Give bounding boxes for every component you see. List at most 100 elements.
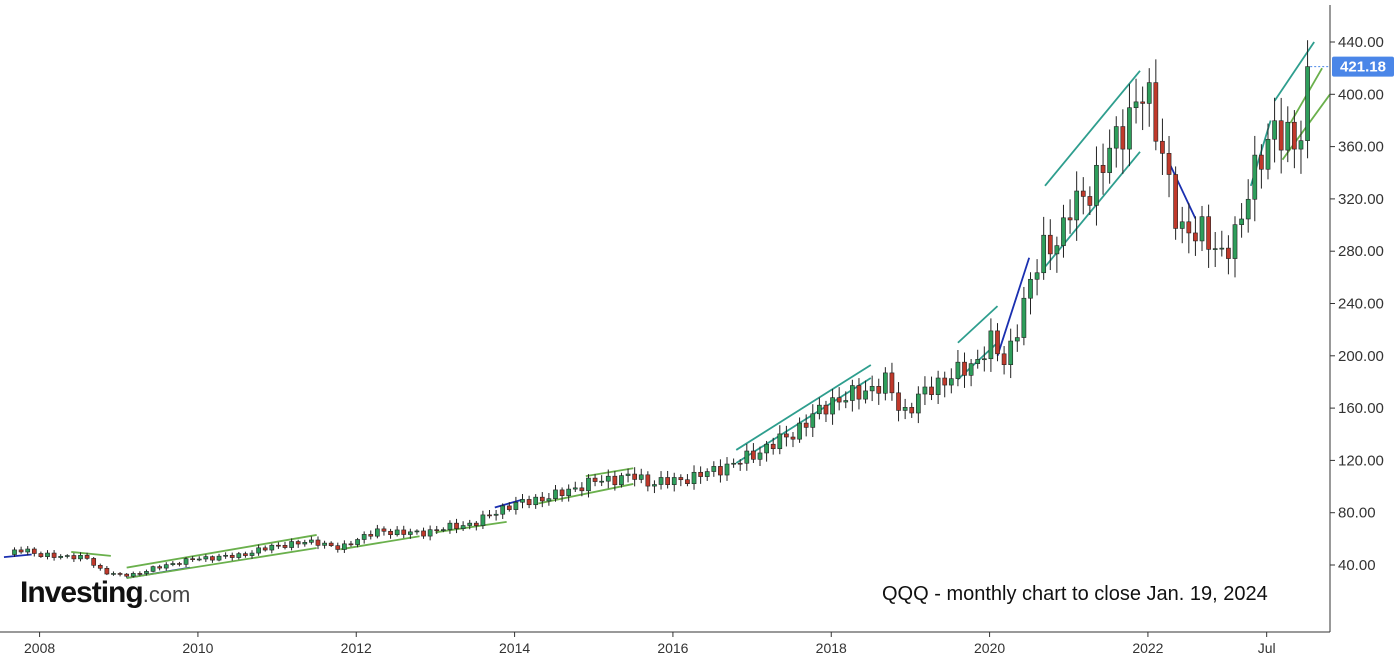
candle-body: [1259, 154, 1264, 170]
candle-body: [1054, 245, 1060, 255]
x-tick-label: 2014: [499, 640, 530, 656]
candle-body: [850, 385, 855, 401]
candle-body: [632, 473, 637, 480]
y-tick-label: 160.00: [1338, 400, 1384, 417]
candle-body: [1028, 278, 1033, 299]
trendline: [126, 534, 317, 569]
candle-body: [1292, 121, 1297, 150]
candle-body: [539, 496, 545, 502]
candle-body: [1199, 216, 1205, 242]
candle-body: [856, 385, 862, 400]
candle-body: [1232, 224, 1238, 259]
trendline: [538, 483, 634, 505]
last-price-tag: [1332, 56, 1394, 77]
y-tick-label: 400.00: [1338, 86, 1384, 103]
candle-body: [289, 541, 294, 548]
candle-body: [922, 386, 928, 395]
candle-body: [236, 553, 242, 558]
y-axis-labels: 40.00 80.00 120.00 160.00 200.00 240.00 280.00…: [1338, 34, 1384, 574]
candle-body: [731, 462, 736, 465]
candle-body: [533, 496, 539, 506]
trendline: [340, 535, 420, 551]
x-tick-label: 2016: [657, 640, 688, 656]
candle-body: [183, 558, 189, 565]
candle-body: [1285, 121, 1291, 151]
candle-body: [1014, 337, 1020, 342]
trendline: [996, 257, 1031, 357]
candle-body: [1160, 140, 1165, 154]
candle-body: [889, 372, 895, 394]
trendline: [435, 520, 507, 534]
candle-body: [150, 566, 156, 572]
candle-body: [1034, 272, 1040, 280]
candle-body: [962, 361, 967, 376]
candle-body: [177, 563, 182, 565]
candle-body: [1272, 120, 1277, 140]
candle-body: [97, 565, 103, 569]
candle-body: [823, 404, 829, 415]
candle-body: [698, 471, 703, 477]
candle-body: [104, 567, 110, 575]
last-price-marker: 421.18: [1310, 56, 1394, 77]
candle-body: [909, 407, 915, 414]
candle-body: [276, 544, 281, 547]
candle-body: [1226, 247, 1231, 259]
candle-body: [203, 556, 209, 560]
candle-body: [968, 363, 974, 376]
candle-body: [671, 477, 677, 485]
candle-body: [381, 528, 387, 532]
candle-body: [1278, 120, 1284, 151]
candle-body: [38, 553, 44, 557]
candle-body: [619, 475, 624, 486]
candle-body: [368, 534, 374, 537]
trendline: [1044, 70, 1141, 187]
y-tick-label: 120.00: [1338, 452, 1384, 469]
candle-body: [665, 477, 670, 485]
candle-body: [896, 392, 901, 411]
candle-body: [586, 477, 591, 492]
logo-domain: .com: [142, 582, 191, 607]
candle-body: [315, 539, 321, 546]
x-tick-label: 2012: [341, 640, 372, 656]
candle-body: [124, 573, 130, 577]
trendline: [585, 467, 634, 477]
candle-body: [1041, 234, 1047, 274]
candle-body: [1219, 247, 1225, 250]
candle-body: [704, 471, 710, 477]
candle-body: [579, 487, 585, 492]
logo-wordmark: Investing: [20, 576, 144, 609]
candle-body: [770, 443, 776, 450]
candle-body: [645, 474, 651, 487]
y-tick-label: 80.00: [1338, 505, 1376, 522]
candle-body: [84, 555, 90, 559]
trendline: [735, 364, 872, 451]
candle-body: [1239, 218, 1244, 225]
candle-body: [757, 452, 763, 460]
candle-body: [869, 386, 875, 392]
candle-body: [1265, 138, 1271, 170]
candle-body: [559, 489, 565, 496]
candle-body: [1245, 198, 1251, 220]
candle-body: [1153, 82, 1159, 142]
x-axis-labels: 2008 2010 2012 2014 2016 2018 2020 2022 Jul: [24, 640, 1276, 656]
candle-body: [612, 475, 618, 486]
candle-body: [137, 573, 143, 575]
trendline: [3, 553, 32, 559]
candle-body: [975, 359, 981, 364]
candle-body: [942, 377, 948, 386]
candle-body: [302, 542, 308, 545]
candle-body: [78, 555, 83, 560]
candle-body: [157, 566, 162, 569]
candle-body: [256, 547, 261, 554]
candle-body: [1305, 66, 1310, 141]
candle-body: [440, 529, 446, 531]
candle-body: [144, 571, 149, 574]
candle-body: [744, 450, 750, 464]
candle-body: [1001, 353, 1007, 365]
candle-body: [553, 489, 558, 499]
candle-body: [526, 499, 532, 506]
candle-body: [1067, 217, 1073, 221]
candle-body: [810, 413, 816, 428]
candle-body: [652, 484, 657, 487]
